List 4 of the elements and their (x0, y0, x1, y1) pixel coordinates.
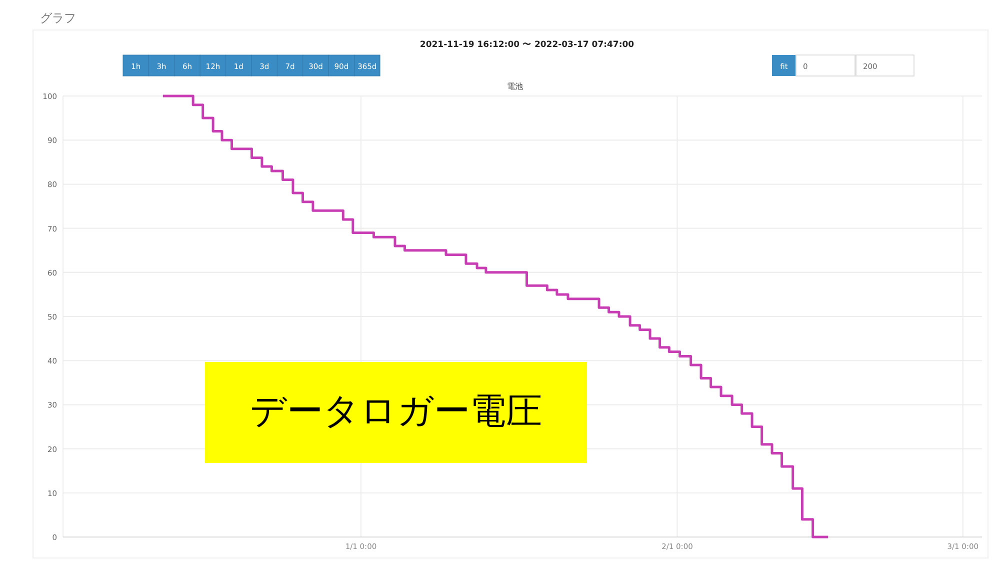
chart-title: 電池 (507, 82, 523, 91)
text: グラフ (40, 11, 76, 25)
annotation: データロガー電圧 (250, 391, 542, 432)
chart-subtitle: 2021-11-19 16:12:00 〜 2022-03-17 07:47:00 (420, 40, 634, 50)
